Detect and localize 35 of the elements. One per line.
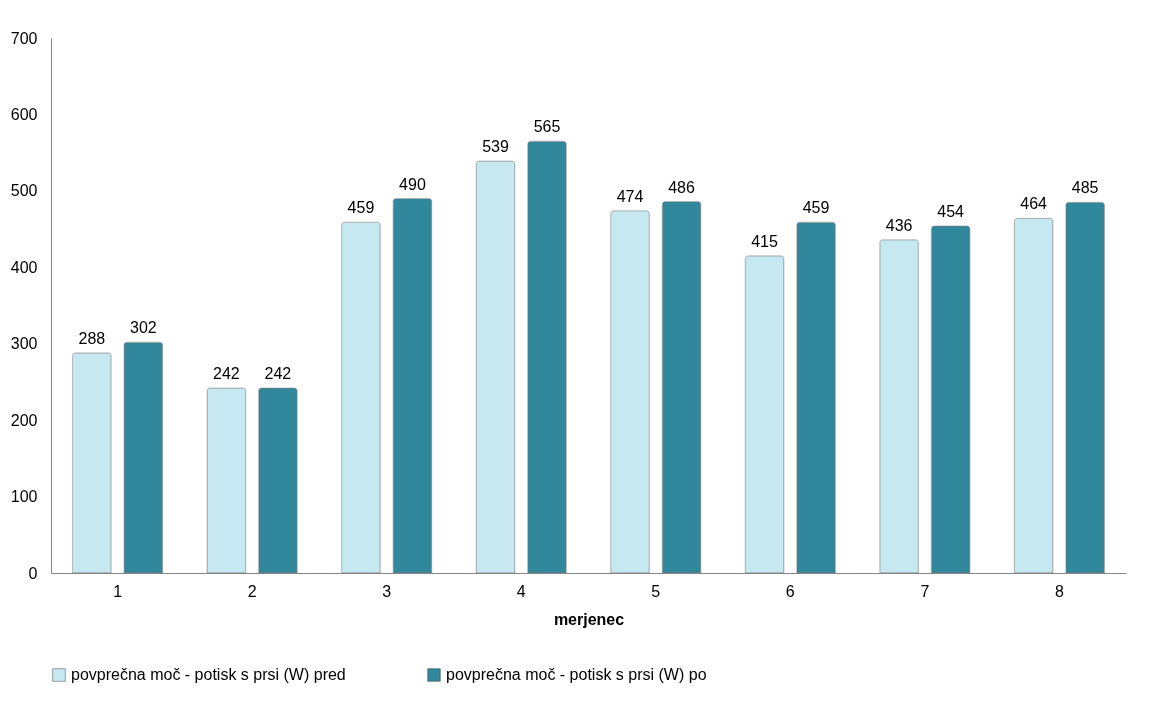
data-label: 302 [130,319,157,337]
x-tick-label: 7 [920,582,930,600]
y-tick-label: 500 [10,182,38,200]
legend-label: povprečna moč - potisk s prsi (W) pred [71,666,346,683]
data-label: 486 [668,178,695,196]
x-tick-label: 4 [516,582,526,600]
data-label: 454 [937,203,965,221]
x-tick-label: 8 [1054,582,1064,600]
data-label: 288 [78,329,106,347]
x-tick-label: 1 [113,582,123,600]
y-tick-label: 100 [10,488,38,506]
data-label: 459 [347,199,375,217]
x-tick-label: 6 [785,582,795,600]
x-tick-label: 2 [247,582,257,600]
data-label: 539 [482,138,509,156]
data-label: 464 [1020,195,1048,213]
y-tick-label: 200 [10,411,38,429]
x-axis-title: merjenec [553,610,625,628]
data-label: 490 [399,175,426,193]
y-tick-label: 700 [10,29,38,47]
data-label: 436 [885,216,913,234]
x-tick-label: 5 [651,582,661,600]
y-tick-label: 400 [10,258,38,276]
y-tick-label: 300 [10,335,38,353]
data-label: 565 [533,118,561,136]
data-label: 485 [1071,179,1099,197]
legend-label: povprečna moč - potisk s prsi (W) po [446,666,707,683]
data-label: 242 [213,365,240,383]
data-label: 415 [751,232,778,250]
data-label: 242 [264,365,292,383]
x-tick-label: 3 [382,582,392,600]
data-label: 474 [616,187,644,205]
y-tick-label: 0 [28,564,38,582]
data-label: 459 [802,199,830,217]
y-tick-label: 600 [10,105,38,123]
